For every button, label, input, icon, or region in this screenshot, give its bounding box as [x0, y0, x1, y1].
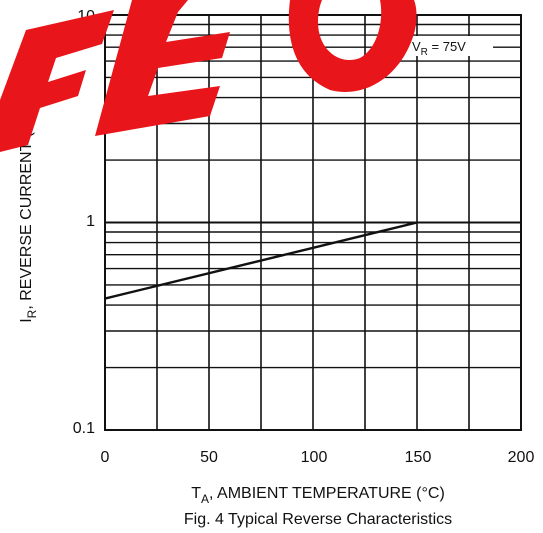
x-tick-label-50: 50: [200, 449, 218, 466]
x-tick-label-200: 200: [508, 449, 535, 466]
series-line-0: [104, 221, 418, 300]
watermark-feo: [0, 0, 417, 152]
annotation-vr-sub: R: [421, 47, 428, 58]
watermark-letter-o: [288, 0, 417, 92]
watermark-letter-e: [95, 0, 230, 136]
x-tick-label-150: 150: [405, 449, 432, 466]
x-axis-label-rest: , AMBIENT TEMPERATURE (°C): [209, 485, 445, 502]
y-axis-label-rest: , REVERSE CURRENT (nA): [18, 107, 35, 309]
x-axis-label-main: T: [191, 485, 201, 502]
y-tick-label-1: 1: [86, 213, 95, 230]
x-axis-label-sub: A: [201, 492, 209, 506]
annotation-vr: VR = 75V: [412, 39, 466, 58]
series-layer: [104, 221, 418, 300]
watermark-letter-f: [0, 10, 114, 152]
y-tick-label-0-1: 0.1: [73, 420, 95, 437]
x-tick-label-0: 0: [101, 449, 110, 466]
x-axis-label: TA, AMBIENT TEMPERATURE (°C): [191, 485, 445, 506]
y-axis-label-main: I: [18, 318, 35, 322]
figure-caption: Fig. 4 Typical Reverse Characteristics: [184, 511, 452, 528]
annotation-vr-rest: = 75V: [428, 39, 466, 54]
x-tick-label-100: 100: [301, 449, 328, 466]
annotation-vr-main: V: [412, 39, 421, 54]
y-axis-label: IR, REVERSE CURRENT (nA): [18, 107, 39, 323]
annotation-background: [405, 36, 493, 56]
y-axis-label-sub: R: [25, 309, 39, 318]
